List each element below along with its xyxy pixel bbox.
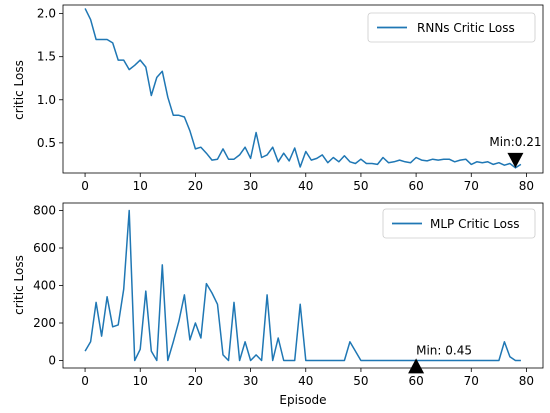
bottom-legend-label: MLP Critic Loss: [430, 217, 520, 231]
x-tick-label: 40: [298, 374, 313, 388]
x-tick-label: 70: [464, 179, 479, 193]
top-legend: RNNs Critic Loss: [367, 12, 536, 43]
bottom-legend: MLP Critic Loss: [382, 208, 536, 239]
min-marker-up-triangle: [408, 358, 425, 374]
mlp-critic-loss-plot: critic Loss Min: 0.45 0 10 20 30 40 50 60 70 800…: [12, 202, 544, 407]
x-tick-label: 10: [133, 374, 148, 388]
top-ylabel: critic Loss: [12, 60, 26, 120]
x-tick-label: 40: [298, 179, 313, 193]
x-tick-label: 60: [408, 374, 423, 388]
y-tick-label: 200: [33, 316, 56, 330]
bottom-ylabel: critic Loss: [12, 255, 26, 315]
x-tick-label: 30: [243, 179, 258, 193]
x-tick-label: 0: [81, 179, 89, 193]
x-tick-label: 50: [353, 374, 368, 388]
x-tick-label: 50: [353, 179, 368, 193]
x-tick-label: 0: [81, 374, 89, 388]
y-tick-label: 0.5: [37, 136, 56, 150]
min-marker-down-triangle: [507, 152, 524, 168]
x-tick-label: 70: [464, 374, 479, 388]
y-tick-label: 800: [33, 204, 56, 218]
y-tick-label: 400: [33, 279, 56, 293]
y-tick-label: 1.0: [37, 93, 56, 107]
x-tick-label: 80: [519, 374, 534, 388]
x-tick-label: 20: [188, 374, 203, 388]
top-axes-frame: [62, 4, 544, 174]
mlp-critic-loss-line: [84, 209, 521, 362]
x-tick-label: 60: [408, 179, 423, 193]
rnn-critic-loss-plot: critic Loss Min:0.21 0 10 20 30 40 50 60 70 80 0.…: [12, 4, 544, 193]
x-tick-label: 10: [133, 179, 148, 193]
top-legend-label: RNNs Critic Loss: [417, 21, 515, 35]
y-tick-label: 600: [33, 241, 56, 255]
x-tick-label: 20: [188, 179, 203, 193]
x-tick-label: 30: [243, 374, 258, 388]
min-annotation-label: Min:0.21: [489, 135, 541, 149]
y-tick-label: 1.5: [37, 50, 56, 64]
x-tick-label: 80: [519, 179, 534, 193]
y-tick-label: 0: [48, 354, 56, 368]
min-annotation-label: Min: 0.45: [416, 343, 472, 357]
rnn-critic-loss-line: [84, 8, 522, 169]
y-tick-label: 2.0: [37, 7, 56, 21]
bottom-xlabel: Episode: [279, 393, 326, 407]
